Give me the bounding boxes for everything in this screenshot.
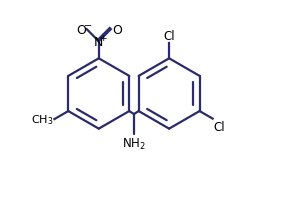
Text: −: − [84,21,92,31]
Text: Cl: Cl [163,30,175,43]
Text: Cl: Cl [214,120,225,133]
Text: +: + [99,34,106,43]
Text: N: N [94,36,104,48]
Text: NH$_2$: NH$_2$ [122,136,146,151]
Text: CH$_3$: CH$_3$ [31,113,53,126]
Text: O: O [112,24,122,36]
Text: O: O [76,24,86,36]
